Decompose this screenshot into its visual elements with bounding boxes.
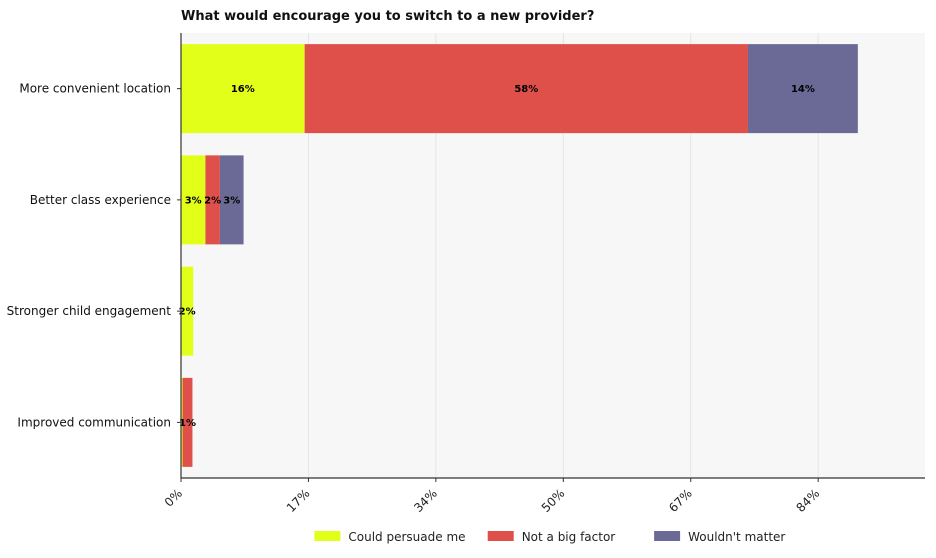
bar-segment	[304, 44, 748, 134]
data-label: 58%	[514, 84, 538, 95]
bar-segment	[181, 44, 305, 134]
chart-title: What would encourage you to switch to a …	[181, 9, 594, 24]
data-label: 2%	[179, 307, 196, 318]
legend-label: Could persuade me	[348, 530, 465, 544]
legend-label: Wouldn't matter	[688, 530, 785, 544]
category-label: Better class experience	[30, 193, 171, 207]
bar-segment	[181, 266, 194, 356]
bars	[181, 44, 858, 467]
data-label: 3%	[185, 195, 202, 206]
bar-segment	[181, 377, 183, 467]
data-label: 16%	[231, 84, 255, 95]
category-label: Improved communication	[17, 415, 171, 429]
x-tick-label: 84%	[794, 486, 823, 515]
x-tick-label: 50%	[539, 486, 568, 515]
bar-segment	[747, 44, 858, 134]
x-tick-label: 34%	[411, 486, 440, 515]
x-tick-label: 17%	[284, 486, 313, 515]
legend-label: Not a big factor	[522, 530, 616, 544]
category-labels: More convenient location Better class exp…	[7, 82, 172, 430]
x-tick-label: 67%	[666, 486, 695, 515]
legend: Could persuade me Not a big factor Wouldn'…	[314, 530, 785, 544]
category-label: Stronger child engagement	[7, 304, 172, 318]
legend-swatch	[654, 531, 681, 541]
legend-swatch	[314, 531, 341, 541]
data-label: 3%	[223, 195, 240, 206]
legend-swatch	[487, 531, 514, 541]
axes	[177, 33, 925, 482]
bar-segment	[181, 155, 206, 245]
x-tick-label: 0%	[162, 486, 185, 509]
bar-segment	[182, 377, 193, 467]
data-label: 14%	[791, 84, 815, 95]
data-labels: 16% 58% 14%3% 2% 3%2%1%	[179, 84, 815, 429]
data-label: 1%	[179, 418, 196, 429]
x-tick-labels: 0% 17% 34% 50% 67% 84%	[162, 486, 823, 515]
data-label: 2%	[204, 195, 221, 206]
category-label: More convenient location	[19, 82, 171, 96]
bar-segment	[219, 155, 244, 245]
bar-segment	[205, 155, 220, 245]
